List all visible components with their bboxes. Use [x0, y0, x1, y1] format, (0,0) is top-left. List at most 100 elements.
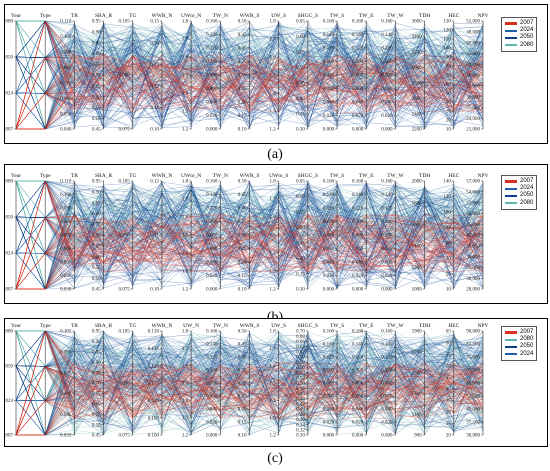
- tick-label-shgc-s: 0.70: [296, 330, 305, 335]
- axis-title-wwr-s: WWR_S: [240, 173, 260, 179]
- tick-label-tw-e: 0.160: [352, 180, 364, 185]
- tick-label-wwr-s: 0.35: [238, 220, 247, 225]
- tick-label-tw-s: 0.020: [323, 274, 335, 279]
- tick-label-sra-r: 0.75: [92, 371, 101, 376]
- tick-label-uw-n: 1.7: [182, 347, 189, 352]
- tick-label-wwr-n: 0.12: [150, 180, 159, 185]
- tick-label-npv: 48,000: [466, 31, 480, 36]
- tick-label-tr: 0.090: [60, 51, 72, 56]
- tick-label-tw-n: 0.140: [206, 343, 218, 348]
- tick-label-uwto-s: 1.3: [269, 270, 276, 275]
- tick-label-wwr-n: 0.130: [148, 330, 160, 335]
- tick-label-shgc-s: 0.50: [296, 66, 305, 71]
- tick-label-year: 2024: [5, 252, 14, 257]
- tick-label-tg: 0.075: [119, 288, 131, 293]
- tick-label-sra-r: 0.90: [92, 31, 101, 36]
- axis-title-hec: HEC: [448, 13, 459, 19]
- tick-label-shgc-s: 0.52: [296, 377, 305, 382]
- tick-label-hec: 65: [446, 330, 452, 335]
- tick-label-year: 2050: [5, 364, 14, 369]
- tick-label-shgc-s: 0.45: [296, 81, 305, 86]
- tick-label-year: 2007: [5, 434, 14, 439]
- tick-label-uwto-n: 1.5: [182, 74, 189, 79]
- axis-title-tw-e: TW_E: [359, 323, 374, 329]
- tick-label-wwr-n: 0.100: [148, 434, 160, 439]
- tick-label-sra-r: 0.50: [92, 117, 101, 122]
- tick-label-year: 2050: [5, 216, 14, 221]
- tick-label-tw-e: 0.060: [352, 247, 364, 252]
- tick-label-tw-n: 0.120: [206, 356, 218, 361]
- tick-label-shgc-s: 0.55: [296, 51, 305, 56]
- tick-label-tw-e: 0.160: [352, 330, 364, 335]
- tick-label-sra-r: 0.60: [92, 403, 101, 408]
- tick-label-tw-n: 0.020: [206, 274, 218, 279]
- tick-label-npv: 33,000: [466, 85, 480, 90]
- tick-label-sra-r: 0.65: [92, 85, 101, 90]
- legend-label: 2007: [520, 329, 534, 335]
- tick-label-tw-w: 0.100: [381, 60, 393, 65]
- tick-label-sra-r: 0.75: [92, 63, 101, 68]
- tick-label-wwr-s: 0.25: [238, 395, 247, 400]
- tick-label-npv: 28,000: [466, 288, 480, 293]
- legend-item-2080: 2080: [505, 336, 533, 343]
- tick-label-wwr-n: 0.10: [150, 128, 159, 133]
- tick-label-tw-e: 0.100: [352, 220, 364, 225]
- tick-label-year: 2007: [5, 128, 14, 133]
- tick-label-uw-n: 1.2: [182, 434, 189, 439]
- legend-label: 2007: [520, 178, 534, 184]
- parallel-plot-svg: Year2080205020242007TypeTR0.1100.1000.09…: [5, 13, 489, 133]
- legend-swatch: [505, 331, 517, 334]
- tick-label-tg: 0.075: [119, 128, 131, 133]
- axis-title-shgc-s: SHGC_S: [298, 13, 318, 19]
- tick-label-hec: 80: [446, 65, 452, 70]
- tick-label-tr: 0.060: [60, 392, 72, 397]
- tick-label-tdh: 1500: [412, 371, 423, 376]
- axis-title-type: Type: [40, 13, 51, 19]
- legend-swatch: [505, 345, 517, 349]
- tick-label-tdh: 1100: [412, 413, 422, 418]
- tick-label-tw-w: 0.060: [381, 395, 393, 400]
- tick-label-tw-s: 0.080: [323, 74, 335, 79]
- tick-label-tw-s: 0.040: [323, 261, 335, 266]
- tick-label-hec: 50: [446, 364, 452, 369]
- tick-label-uw-s: 1.8: [269, 20, 276, 25]
- tick-label-tw-w: 0.100: [381, 220, 393, 225]
- tick-label-tg: 0.075: [119, 434, 131, 439]
- tick-label-wwr-s: 0.20: [238, 101, 247, 106]
- tick-label-npv: 36,000: [466, 74, 480, 79]
- tick-label-npv: 48,000: [466, 212, 480, 217]
- tick-label-uw-n: 1.6: [182, 364, 189, 369]
- tick-label-tw-n: 0.120: [206, 47, 218, 52]
- axis-title-tw-s: TW_S: [330, 173, 344, 179]
- legend-label: 2080: [520, 336, 534, 343]
- axis-title-tr: TR: [71, 323, 78, 329]
- tick-label-shgc-s: 0.46: [296, 392, 305, 397]
- tick-label-shgc-s: 0.54: [296, 371, 305, 376]
- legend-label: 2024: [520, 185, 534, 192]
- tick-label-npv: 42,000: [466, 52, 480, 57]
- tick-label-wwr-s: 0.45: [238, 343, 247, 348]
- tick-label-sra-r: 0.95: [92, 20, 101, 25]
- tick-label-tw-e: 0.100: [352, 60, 364, 65]
- tick-label-wwr-s: 0.15: [238, 421, 247, 426]
- tick-label-tr: 0.080: [60, 220, 72, 225]
- tick-label-tw-s: 0.160: [323, 330, 335, 335]
- tick-label-tw-n: 0.140: [206, 33, 218, 38]
- tick-label-npv: 27,000: [466, 106, 480, 111]
- tick-label-tdh: 1400: [412, 245, 423, 250]
- tick-label-uw-s: 1.5: [269, 382, 276, 387]
- tick-label-shgc-s: 0.68: [296, 335, 305, 340]
- legend: 2007 2024 2050 2080: [501, 175, 538, 210]
- tick-label-tw-w: 0.020: [381, 274, 393, 279]
- axis-title-tr: TR: [71, 13, 78, 19]
- tick-label-tw-e: 0.000: [352, 288, 364, 293]
- tick-label-tw-e: 0.000: [352, 434, 364, 439]
- tick-label-sra-r: 0.55: [92, 266, 101, 271]
- tick-label-npv: 45,000: [466, 41, 480, 46]
- tick-label-wwr-n: 0.10: [150, 288, 159, 293]
- tick-label-tw-w: 0.140: [381, 193, 393, 198]
- tick-label-shgc-s: 0.60: [296, 195, 305, 200]
- tick-label-shgc-s: 0.36: [296, 418, 305, 423]
- tick-label-uwto-n: 1.8: [182, 20, 189, 25]
- tick-label-tw-s: 0.000: [323, 434, 335, 439]
